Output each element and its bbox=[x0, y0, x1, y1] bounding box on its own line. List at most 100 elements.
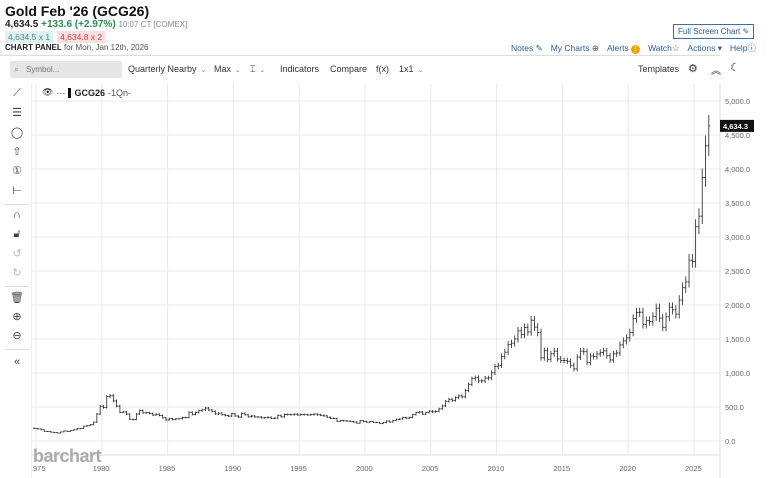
ohlc-bar bbox=[661, 313, 665, 332]
ohlc-bar bbox=[332, 417, 336, 420]
ohlc-bar bbox=[654, 303, 658, 321]
bid: 4,634.5 x 1 bbox=[5, 31, 54, 43]
ohlc-bar bbox=[95, 413, 99, 423]
ohlc-bar bbox=[618, 341, 622, 357]
ohlc-bar bbox=[171, 417, 175, 421]
divider bbox=[5, 349, 29, 350]
eye-icon[interactable]: 👁︎ bbox=[42, 87, 54, 97]
x-tick-label: 2015 bbox=[553, 464, 570, 473]
ohlc-bar bbox=[509, 339, 513, 348]
barchart-logo: barchart bbox=[33, 446, 102, 466]
actions-menu[interactable]: Actions ▾ bbox=[687, 43, 722, 54]
collapse-left-icon[interactable]: « bbox=[13, 356, 21, 368]
ohlc-bar bbox=[210, 408, 214, 413]
ohlc-bar bbox=[358, 419, 362, 424]
redo-icon[interactable]: ↻ bbox=[12, 267, 22, 279]
function-button[interactable]: f(x) bbox=[376, 64, 389, 74]
full-screen-chart-button[interactable]: Full Screen Chart ✎ bbox=[673, 24, 755, 39]
indicators-button[interactable]: Indicators bbox=[280, 64, 320, 74]
ohlc-bar bbox=[631, 314, 635, 337]
undo-icon[interactable]: ↺ bbox=[12, 248, 22, 260]
ohlc-bar bbox=[430, 410, 434, 413]
ohlc-bar bbox=[434, 410, 438, 413]
caret-down-icon: ▾ bbox=[717, 42, 722, 53]
ohlc-bar bbox=[588, 353, 592, 366]
arrow-up-tool-icon[interactable]: ⇧ bbox=[12, 146, 22, 158]
symbol-input[interactable] bbox=[10, 61, 122, 78]
ohlc-bar bbox=[305, 413, 309, 416]
help-link[interactable]: Helpⓘ bbox=[730, 42, 756, 54]
ohlc-bar bbox=[276, 414, 280, 419]
fibonacci-tool-icon[interactable]: ☰ bbox=[12, 107, 22, 119]
ohlc-bar bbox=[625, 334, 629, 345]
moon-icon[interactable]: ☾ bbox=[730, 62, 740, 74]
ohlc-bar bbox=[65, 430, 69, 432]
y-tick-label: 3,500.0 bbox=[725, 199, 750, 208]
ohlc-bar bbox=[552, 347, 556, 357]
notes-link[interactable]: Notes ✎ bbox=[511, 43, 543, 54]
price-change: +133.6 (+2.97%) bbox=[41, 19, 116, 30]
ohlc-bar bbox=[322, 414, 326, 417]
ohlc-bar bbox=[680, 282, 684, 306]
ohlc-bar bbox=[335, 417, 339, 422]
drawing-toolbar: ⟋ ☰ ◯ ⇧ ① ⊢ ∩ 🔓︎ ↺ ↻ 🗑︎ ⊕ ⊖ « bbox=[0, 84, 32, 478]
y-tick-label: 5,000.0 bbox=[725, 97, 750, 106]
ohlc-bar bbox=[197, 409, 201, 414]
ohlc-bar bbox=[532, 316, 536, 332]
magnet-icon[interactable]: ∩ bbox=[13, 209, 21, 221]
ohlc-bar bbox=[246, 413, 250, 418]
ohlc-bar bbox=[319, 413, 323, 417]
collapse-icon[interactable]: ︽ bbox=[711, 66, 721, 77]
ohlc-bar bbox=[371, 420, 375, 424]
ohlc-bar bbox=[203, 406, 207, 411]
my-charts-link[interactable]: My Charts ⊕ bbox=[551, 43, 599, 54]
ohlc-bar bbox=[483, 375, 487, 383]
alert-badge-icon: ! bbox=[631, 44, 641, 54]
x-tick-label: 2005 bbox=[422, 464, 439, 473]
ohlc-bar bbox=[687, 253, 691, 288]
ohlc-bars-icon: ⌶ bbox=[250, 64, 256, 74]
shape-tool-icon[interactable]: ◯ bbox=[10, 127, 24, 139]
ohlc-bar bbox=[138, 409, 142, 415]
layout-dropdown[interactable]: 1x1 ⌄ bbox=[399, 64, 423, 74]
ohlc-bar bbox=[486, 375, 490, 381]
ohlc-bar bbox=[200, 408, 204, 412]
range-dropdown[interactable]: Max ⌄ bbox=[214, 64, 241, 74]
ohlc-bar bbox=[75, 428, 79, 431]
alerts-link[interactable]: Alerts ! bbox=[607, 43, 641, 54]
page-title: Gold Feb '26 (GCG26) bbox=[5, 3, 150, 19]
ohlc-bar bbox=[42, 429, 46, 432]
period-dropdown[interactable]: Quarterly Nearby ⌄ bbox=[128, 64, 206, 74]
ohlc-bar bbox=[549, 350, 553, 363]
line-tool-icon[interactable]: ⟋ bbox=[13, 87, 21, 99]
compare-button[interactable]: Compare bbox=[330, 64, 368, 74]
last-price: 4,634.5 bbox=[5, 19, 39, 30]
gear-icon[interactable]: ⚙ bbox=[688, 63, 698, 75]
ohlc-bar bbox=[611, 350, 615, 363]
measure-tool-icon[interactable]: ⊢ bbox=[12, 185, 22, 197]
x-tick-label: 1990 bbox=[224, 464, 241, 473]
plot-area bbox=[32, 84, 720, 455]
ohlc-bar bbox=[523, 323, 527, 339]
templates-button[interactable]: Templates bbox=[638, 64, 680, 74]
ohlc-bar bbox=[266, 416, 270, 419]
watch-link[interactable]: Watch☆ bbox=[648, 43, 679, 54]
unlock-icon[interactable]: 🔓︎ bbox=[13, 228, 21, 240]
ohlc-bar bbox=[111, 394, 115, 403]
ohlc-bar bbox=[217, 412, 221, 415]
ohlc-bar bbox=[404, 416, 408, 419]
bar-type-dropdown[interactable]: ⌶ ⌄ bbox=[250, 64, 265, 75]
ohlc-bar bbox=[585, 348, 589, 366]
annotation-tool-icon[interactable]: ① bbox=[12, 165, 22, 177]
zoom-in-icon[interactable]: ⊕ bbox=[12, 311, 22, 323]
trash-icon[interactable]: 🗑︎ bbox=[10, 292, 24, 304]
ohlc-bar bbox=[516, 326, 520, 343]
chevron-down-icon: ⌄ bbox=[200, 67, 207, 74]
ohlc-bar bbox=[417, 411, 421, 414]
ohlc-bar bbox=[338, 419, 342, 422]
more-icon[interactable]: ··· bbox=[56, 87, 66, 98]
zoom-out-icon[interactable]: ⊖ bbox=[12, 330, 22, 342]
ohlc-bar bbox=[677, 295, 681, 319]
ohlc-bar bbox=[641, 307, 645, 329]
